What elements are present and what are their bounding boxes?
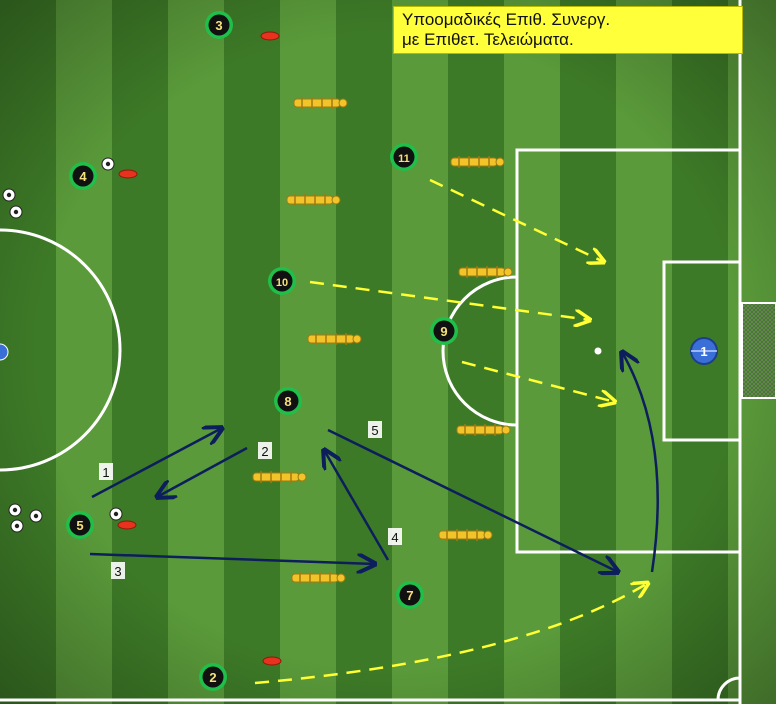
player-9: 9: [430, 317, 458, 345]
title-line-1: Υποομαδικές Επιθ. Συνεργ.: [402, 10, 611, 29]
ball-group: [2, 157, 123, 533]
mannequin: [307, 333, 362, 345]
mannequin: [450, 156, 505, 168]
goal: [741, 302, 776, 399]
player-body: [69, 514, 91, 536]
sequence-label-text: 2: [261, 444, 268, 459]
player-number: 5: [76, 518, 83, 533]
sequence-label-text: 4: [391, 530, 398, 545]
mannequin: [458, 266, 513, 278]
shot-arrow: [622, 352, 659, 573]
ball: [2, 188, 16, 202]
sequence-label: 3: [111, 562, 125, 579]
pitch-lines: [0, 0, 742, 704]
pass-arrow-1: [91, 428, 222, 499]
player-body: [393, 146, 415, 168]
sequence-label-text: 3: [114, 564, 121, 579]
player-number: 2: [209, 670, 216, 685]
pass-arrow-3: [89, 552, 375, 564]
pass-arrow-2: [157, 446, 248, 497]
cone-group: [117, 31, 282, 666]
title-line-2: με Επιθετ. Τελειώματα.: [402, 30, 574, 49]
pass-arrow-4: [324, 450, 390, 561]
sequence-label: 1: [99, 463, 113, 480]
player-number: 9: [440, 324, 447, 339]
player-8: 8: [274, 387, 302, 415]
player-body: [208, 14, 230, 36]
player-body: [202, 666, 224, 688]
player-body: [72, 165, 94, 187]
cone-marker: [117, 520, 137, 530]
goalkeeper-number: 1: [700, 344, 707, 359]
goalkeeper: 1: [690, 337, 718, 365]
mannequin: [286, 194, 341, 206]
player-number: 11: [398, 153, 410, 165]
ball: [109, 507, 123, 521]
sequence-label-text: 5: [371, 423, 378, 438]
sequence-label-text: 1: [102, 465, 109, 480]
goal-area: [662, 260, 742, 442]
player-2: 2: [199, 663, 227, 691]
player-11: 11: [390, 143, 418, 171]
ball: [10, 519, 24, 533]
mannequin: [252, 471, 307, 483]
ball: [8, 503, 22, 517]
ball: [101, 157, 115, 171]
player-number: 4: [79, 169, 87, 184]
player-number: 8: [284, 394, 291, 409]
mannequin-group: [252, 97, 513, 584]
player-5: 5: [66, 511, 94, 539]
mannequin: [438, 529, 493, 541]
sequence-label: 2: [258, 442, 272, 459]
cone-marker: [262, 656, 282, 666]
sequence-labels: 1 2 3 4 5: [99, 421, 402, 579]
ball: [29, 509, 43, 523]
run-arrow-9: [461, 360, 615, 402]
player-number: 3: [215, 18, 222, 33]
player-body: [399, 584, 421, 606]
corner-arc: [716, 676, 741, 701]
player-7: 7: [396, 581, 424, 609]
run-arrow-11: [429, 178, 604, 262]
player-number: 10: [276, 277, 288, 289]
run-arrow-10: [309, 280, 590, 320]
penalty-arc: [441, 275, 518, 427]
mannequin: [456, 424, 511, 436]
pass-arrow-5: [327, 428, 618, 572]
mannequin: [291, 572, 346, 584]
penalty-spot: [594, 347, 602, 355]
center-circle: [0, 228, 122, 472]
ball: [9, 205, 23, 219]
title-box: Υποομαδικές Επιθ. Συνεργ. με Επιθετ. Τελ…: [393, 6, 743, 54]
cone-marker: [260, 31, 280, 41]
sequence-label: 4: [388, 528, 402, 545]
center-ball-marker: [0, 343, 9, 361]
player-body: [277, 390, 299, 412]
player-4: 4: [69, 162, 97, 190]
pass-arrows: [89, 352, 659, 573]
player-3: 3: [205, 11, 233, 39]
cone-marker: [118, 169, 138, 179]
player-group: 3 4 11 10 9 8 5 7 2: [66, 11, 458, 691]
player-body: [433, 320, 455, 342]
player-number: 7: [406, 588, 413, 603]
player-10: 10: [268, 267, 296, 295]
run-arrows: [254, 178, 648, 685]
sequence-label: 5: [368, 421, 382, 438]
player-body: [271, 270, 293, 292]
run-arrow-2: [254, 583, 648, 685]
mannequin: [293, 97, 348, 109]
